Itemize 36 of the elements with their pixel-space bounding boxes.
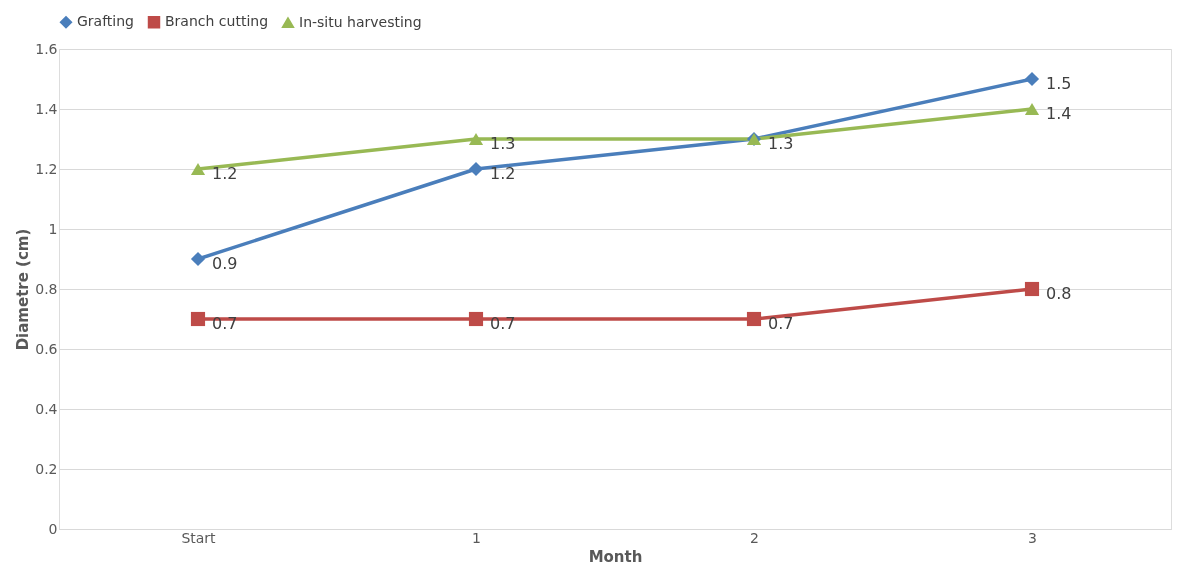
y-tick-label: 0.2 <box>35 460 58 477</box>
y-tick-label: 0.6 <box>35 340 58 357</box>
data-label: 1.5 <box>1046 74 1072 93</box>
data-label: 1.4 <box>1046 104 1072 123</box>
data-label: 0.9 <box>212 254 238 273</box>
data-label: 1.3 <box>768 134 794 153</box>
x-tick-label: Start <box>181 529 217 546</box>
data-label: 0.8 <box>1046 284 1072 303</box>
legend-label: Branch cutting <box>165 13 269 30</box>
legend-label: In-situ harvesting <box>299 13 422 30</box>
point <box>190 162 206 176</box>
point <box>468 311 484 327</box>
x-tick-label: 1 <box>472 529 481 546</box>
x-tick-label: 3 <box>1028 529 1037 546</box>
point <box>190 251 206 267</box>
point <box>1024 281 1040 297</box>
data-label: 1.2 <box>212 164 238 183</box>
x-axis-title: Month <box>588 547 643 566</box>
y-tick-label: 1 <box>48 220 58 237</box>
data-label: 0.7 <box>768 314 794 333</box>
y-tick-label: 1.6 <box>35 40 58 57</box>
y-axis-title: Diametre (cm) <box>14 228 33 351</box>
point <box>190 311 206 327</box>
y-tick-label: 1.4 <box>35 100 58 117</box>
point <box>1024 102 1040 116</box>
point <box>746 311 762 327</box>
y-tick-label: 0 <box>48 520 58 537</box>
x-tick-label: 2 <box>750 529 759 546</box>
y-tick-label: 0.4 <box>35 400 58 417</box>
y-tick-label: 1.2 <box>35 160 58 177</box>
point <box>468 132 484 146</box>
point <box>468 161 484 177</box>
point <box>1024 71 1040 87</box>
y-tick-label: 0.8 <box>35 280 58 297</box>
legend-label: Grafting <box>77 13 135 30</box>
data-label: 1.2 <box>490 164 516 183</box>
